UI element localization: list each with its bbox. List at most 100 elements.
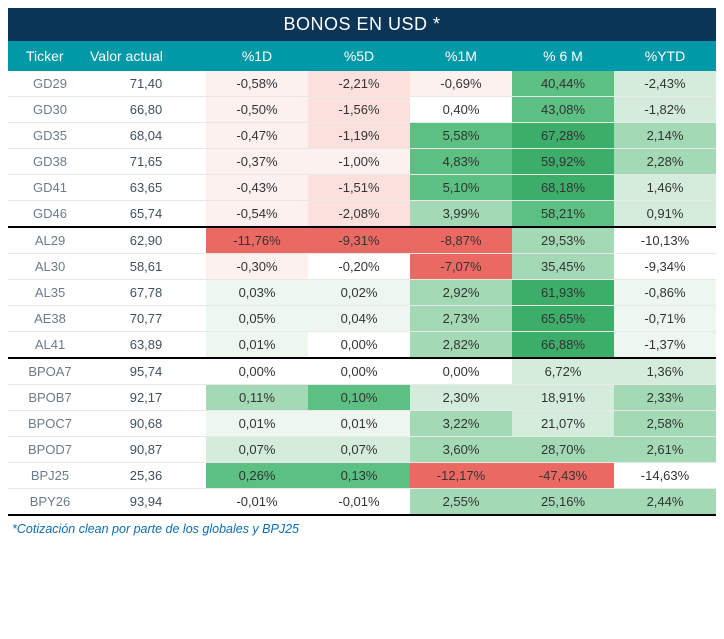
cell-valor: 90,87 <box>86 437 206 463</box>
bonds-table: BONOS EN USD * Ticker Valor actual %1D %… <box>8 8 716 516</box>
cell-pct: -0,01% <box>308 489 410 516</box>
table-title: BONOS EN USD * <box>8 8 716 41</box>
cell-pct: -7,07% <box>410 254 512 280</box>
table-row: AE3870,770,05%0,04%2,73%65,65%-0,71% <box>8 306 716 332</box>
cell-ticker: BPJ25 <box>8 463 86 489</box>
cell-pct: 1,36% <box>614 358 716 385</box>
table-row: BPJ2525,360,26%0,13%-12,17%-47,43%-14,63… <box>8 463 716 489</box>
table-row: BPOD790,870,07%0,07%3,60%28,70%2,61% <box>8 437 716 463</box>
cell-pct: 3,22% <box>410 411 512 437</box>
cell-pct: 2,44% <box>614 489 716 516</box>
cell-pct: 0,01% <box>206 332 308 359</box>
cell-valor: 58,61 <box>86 254 206 280</box>
cell-pct: -12,17% <box>410 463 512 489</box>
cell-pct: -2,21% <box>308 71 410 97</box>
cell-pct: 2,61% <box>614 437 716 463</box>
cell-pct: 0,13% <box>308 463 410 489</box>
table-row: AL3567,780,03%0,02%2,92%61,93%-0,86% <box>8 280 716 306</box>
col-5d: %5D <box>308 41 410 71</box>
cell-pct: 28,70% <box>512 437 614 463</box>
cell-valor: 66,80 <box>86 97 206 123</box>
cell-ticker: GD38 <box>8 149 86 175</box>
cell-pct: 0,40% <box>410 97 512 123</box>
cell-pct: -0,58% <box>206 71 308 97</box>
cell-valor: 65,74 <box>86 201 206 228</box>
cell-pct: -0,69% <box>410 71 512 97</box>
cell-pct: 43,08% <box>512 97 614 123</box>
cell-pct: 0,07% <box>206 437 308 463</box>
cell-pct: -8,87% <box>410 227 512 254</box>
cell-pct: 25,16% <box>512 489 614 516</box>
cell-valor: 95,74 <box>86 358 206 385</box>
cell-pct: 0,01% <box>206 411 308 437</box>
cell-pct: -14,63% <box>614 463 716 489</box>
cell-pct: 29,53% <box>512 227 614 254</box>
cell-pct: 0,00% <box>308 332 410 359</box>
cell-valor: 62,90 <box>86 227 206 254</box>
cell-pct: 61,93% <box>512 280 614 306</box>
cell-pct: 0,26% <box>206 463 308 489</box>
cell-pct: 0,10% <box>308 385 410 411</box>
footnote: *Cotización clean por parte de los globa… <box>8 516 716 536</box>
table-body: GD2971,40-0,58%-2,21%-0,69%40,44%-2,43%G… <box>8 71 716 515</box>
cell-pct: -1,51% <box>308 175 410 201</box>
cell-pct: 3,60% <box>410 437 512 463</box>
cell-pct: 58,21% <box>512 201 614 228</box>
cell-ticker: BPOA7 <box>8 358 86 385</box>
cell-ticker: AL29 <box>8 227 86 254</box>
cell-ticker: GD35 <box>8 123 86 149</box>
cell-ticker: BPOC7 <box>8 411 86 437</box>
col-1m: %1M <box>410 41 512 71</box>
title-row: BONOS EN USD * <box>8 8 716 41</box>
col-ytd: %YTD <box>614 41 716 71</box>
cell-pct: 35,45% <box>512 254 614 280</box>
cell-valor: 70,77 <box>86 306 206 332</box>
cell-valor: 92,17 <box>86 385 206 411</box>
cell-pct: 4,83% <box>410 149 512 175</box>
cell-ticker: AL35 <box>8 280 86 306</box>
cell-ticker: BPOB7 <box>8 385 86 411</box>
table-row: GD3871,65-0,37%-1,00%4,83%59,92%2,28% <box>8 149 716 175</box>
cell-pct: 0,03% <box>206 280 308 306</box>
table-row: BPOB792,170,11%0,10%2,30%18,91%2,33% <box>8 385 716 411</box>
cell-pct: -0,71% <box>614 306 716 332</box>
cell-ticker: AL30 <box>8 254 86 280</box>
cell-pct: -0,30% <box>206 254 308 280</box>
cell-pct: 2,82% <box>410 332 512 359</box>
cell-pct: 0,04% <box>308 306 410 332</box>
cell-pct: -0,86% <box>614 280 716 306</box>
cell-pct: -2,43% <box>614 71 716 97</box>
cell-valor: 68,04 <box>86 123 206 149</box>
cell-pct: 21,07% <box>512 411 614 437</box>
cell-valor: 63,65 <box>86 175 206 201</box>
table-row: BPY2693,94-0,01%-0,01%2,55%25,16%2,44% <box>8 489 716 516</box>
cell-pct: -1,00% <box>308 149 410 175</box>
table-row: GD4163,65-0,43%-1,51%5,10%68,18%1,46% <box>8 175 716 201</box>
cell-valor: 63,89 <box>86 332 206 359</box>
cell-pct: 0,01% <box>308 411 410 437</box>
table-row: BPOC790,680,01%0,01%3,22%21,07%2,58% <box>8 411 716 437</box>
cell-pct: 40,44% <box>512 71 614 97</box>
table-row: AL4163,890,01%0,00%2,82%66,88%-1,37% <box>8 332 716 359</box>
col-6m: % 6 M <box>512 41 614 71</box>
col-ticker: Ticker <box>8 41 86 71</box>
cell-valor: 93,94 <box>86 489 206 516</box>
cell-pct: 2,55% <box>410 489 512 516</box>
col-valor: Valor actual <box>86 41 206 71</box>
cell-valor: 67,78 <box>86 280 206 306</box>
cell-pct: -2,08% <box>308 201 410 228</box>
cell-pct: -0,01% <box>206 489 308 516</box>
cell-pct: -0,37% <box>206 149 308 175</box>
cell-ticker: GD46 <box>8 201 86 228</box>
cell-pct: -11,76% <box>206 227 308 254</box>
table-row: GD4665,74-0,54%-2,08%3,99%58,21%0,91% <box>8 201 716 228</box>
table-row: GD3568,04-0,47%-1,19%5,58%67,28%2,14% <box>8 123 716 149</box>
cell-pct: -0,43% <box>206 175 308 201</box>
cell-ticker: GD29 <box>8 71 86 97</box>
cell-pct: 0,00% <box>206 358 308 385</box>
cell-pct: 0,00% <box>410 358 512 385</box>
cell-valor: 71,65 <box>86 149 206 175</box>
cell-pct: 68,18% <box>512 175 614 201</box>
cell-pct: -9,34% <box>614 254 716 280</box>
table-row: AL2962,90-11,76%-9,31%-8,87%29,53%-10,13… <box>8 227 716 254</box>
